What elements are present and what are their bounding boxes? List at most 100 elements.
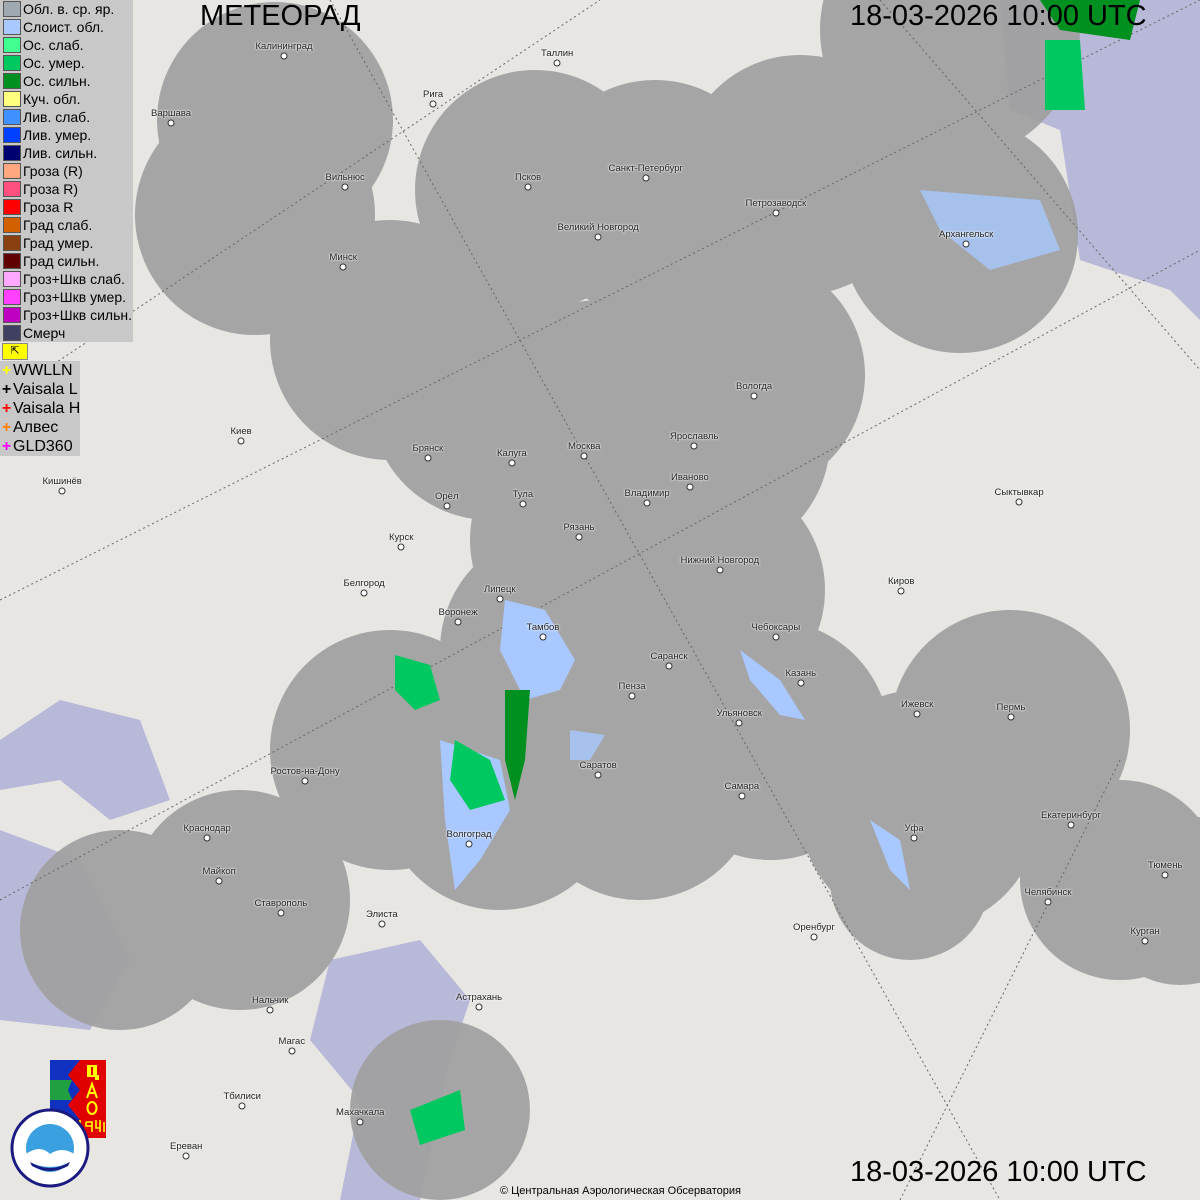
cross-icon: +: [1, 437, 12, 455]
city-dot: [356, 1118, 364, 1126]
city-label: Тамбов: [526, 622, 560, 633]
legend-swatch: [3, 37, 21, 53]
legend-label: Град слаб.: [23, 217, 93, 233]
legend-swatch: [3, 253, 21, 269]
arrow-flag-icon[interactable]: ⇱: [2, 343, 28, 360]
city-label: Калуга: [497, 448, 527, 459]
city-dot: [454, 618, 462, 626]
city-dot: [910, 834, 918, 842]
legend-label: Гроз+Шкв сильн.: [23, 307, 132, 323]
legend-swatch: [3, 1, 21, 17]
legend-label: Слоист. обл.: [23, 19, 104, 35]
lightning-item: + WWLLN: [0, 361, 80, 380]
city-dot: [238, 1102, 246, 1110]
city-label: Варшава: [151, 108, 192, 119]
city-label: Казань: [785, 668, 817, 679]
legend-swatch: [3, 19, 21, 35]
city-dot: [797, 679, 805, 687]
city-dot: [772, 633, 780, 641]
city-label: Иваново: [671, 472, 709, 483]
city-dot: [897, 587, 905, 595]
legend-item: Гроз+Шкв слаб.: [0, 270, 133, 288]
city-label: Ереван: [170, 1141, 203, 1152]
legend-item: Лив. умер.: [0, 126, 133, 144]
city-dot: [913, 710, 921, 718]
cross-icon: +: [1, 399, 12, 417]
legend-swatch: [3, 289, 21, 305]
city-label: Белгород: [343, 578, 385, 589]
city-label: Псков: [515, 172, 542, 183]
legend-item: Куч. обл.: [0, 90, 133, 108]
city-label: Волгоград: [446, 829, 492, 840]
city-label: Таллин: [541, 48, 574, 59]
city-dot: [519, 500, 527, 508]
city-label: Челябинск: [1024, 887, 1072, 898]
legend-label: Град умер.: [23, 235, 94, 251]
city-dot: [524, 183, 532, 191]
legend-item: Гроза (R): [0, 162, 133, 180]
city-label: Тюмень: [1148, 860, 1183, 871]
city-label: Кишинёв: [42, 476, 82, 487]
legend-item: Смерч: [0, 324, 133, 342]
city-dot: [277, 909, 285, 917]
city-label: Самара: [724, 781, 760, 792]
city-label: Петрозаводск: [745, 198, 807, 209]
legend-label: Обл. в. ср. яр.: [23, 1, 115, 17]
city-label: Чебоксары: [751, 622, 801, 633]
city-label: Астрахань: [456, 992, 503, 1003]
city-dot: [1141, 937, 1149, 945]
city-label: Нальчик: [252, 995, 289, 1006]
city-label: Саратов: [579, 760, 617, 771]
city-dot: [1007, 713, 1015, 721]
city-dot: [553, 59, 561, 67]
city-label: Элиста: [366, 909, 398, 920]
lightning-label: Vaisala H: [13, 399, 81, 417]
legend-swatch: [3, 163, 21, 179]
city-dot: [750, 392, 758, 400]
city-dot: [539, 633, 547, 641]
city-label: Оренбург: [793, 922, 835, 933]
legend-label: Гроза R: [23, 199, 74, 215]
city-label: Владимир: [624, 488, 670, 499]
city-dot: [575, 533, 583, 541]
city-dot: [397, 543, 405, 551]
city-label: Тбилиси: [223, 1091, 261, 1102]
legend-swatch: [3, 217, 21, 233]
legend-label: Гроз+Шкв умер.: [23, 289, 127, 305]
cross-icon: +: [1, 361, 12, 379]
roshydromet-logo: [10, 1108, 90, 1188]
legend-item: Лив. сильн.: [0, 144, 133, 162]
lightning-label: Алвес: [13, 418, 59, 436]
city-label: Орёл: [435, 491, 459, 502]
city-dot: [266, 1006, 274, 1014]
legend-item: Град умер.: [0, 234, 133, 252]
legend-swatch: [3, 307, 21, 323]
precipitation-legend: Обл. в. ср. яр. Слоист. обл. Ос. слаб. Ос. …: [0, 0, 133, 342]
city-dot: [237, 437, 245, 445]
city-dot: [690, 442, 698, 450]
city-dot: [475, 1003, 483, 1011]
legend-item: Слоист. обл.: [0, 18, 133, 36]
city-dot: [182, 1152, 190, 1160]
city-dot: [443, 502, 451, 510]
city-label: Киев: [230, 426, 252, 437]
legend-item: Ос. сильн.: [0, 72, 133, 90]
city-dot: [642, 174, 650, 182]
city-label: Воронеж: [438, 607, 478, 618]
legend-item: Лив. слаб.: [0, 108, 133, 126]
city-dot: [288, 1047, 296, 1055]
city-dot: [594, 233, 602, 241]
legend-swatch: [3, 271, 21, 287]
city-dot: [203, 834, 211, 842]
city-dot: [594, 771, 602, 779]
legend-item: Гроз+Шкв сильн.: [0, 306, 133, 324]
city-label: Ростов-на-Дону: [270, 766, 340, 777]
radar-coverage: [20, 0, 1200, 1200]
city-label: Нижний Новгород: [680, 555, 760, 566]
city-dot: [378, 920, 386, 928]
legend-label: Лив. умер.: [23, 127, 92, 143]
city-dot: [341, 183, 349, 191]
city-dot: [301, 777, 309, 785]
legend-label: Гроз+Шкв слаб.: [23, 271, 125, 287]
